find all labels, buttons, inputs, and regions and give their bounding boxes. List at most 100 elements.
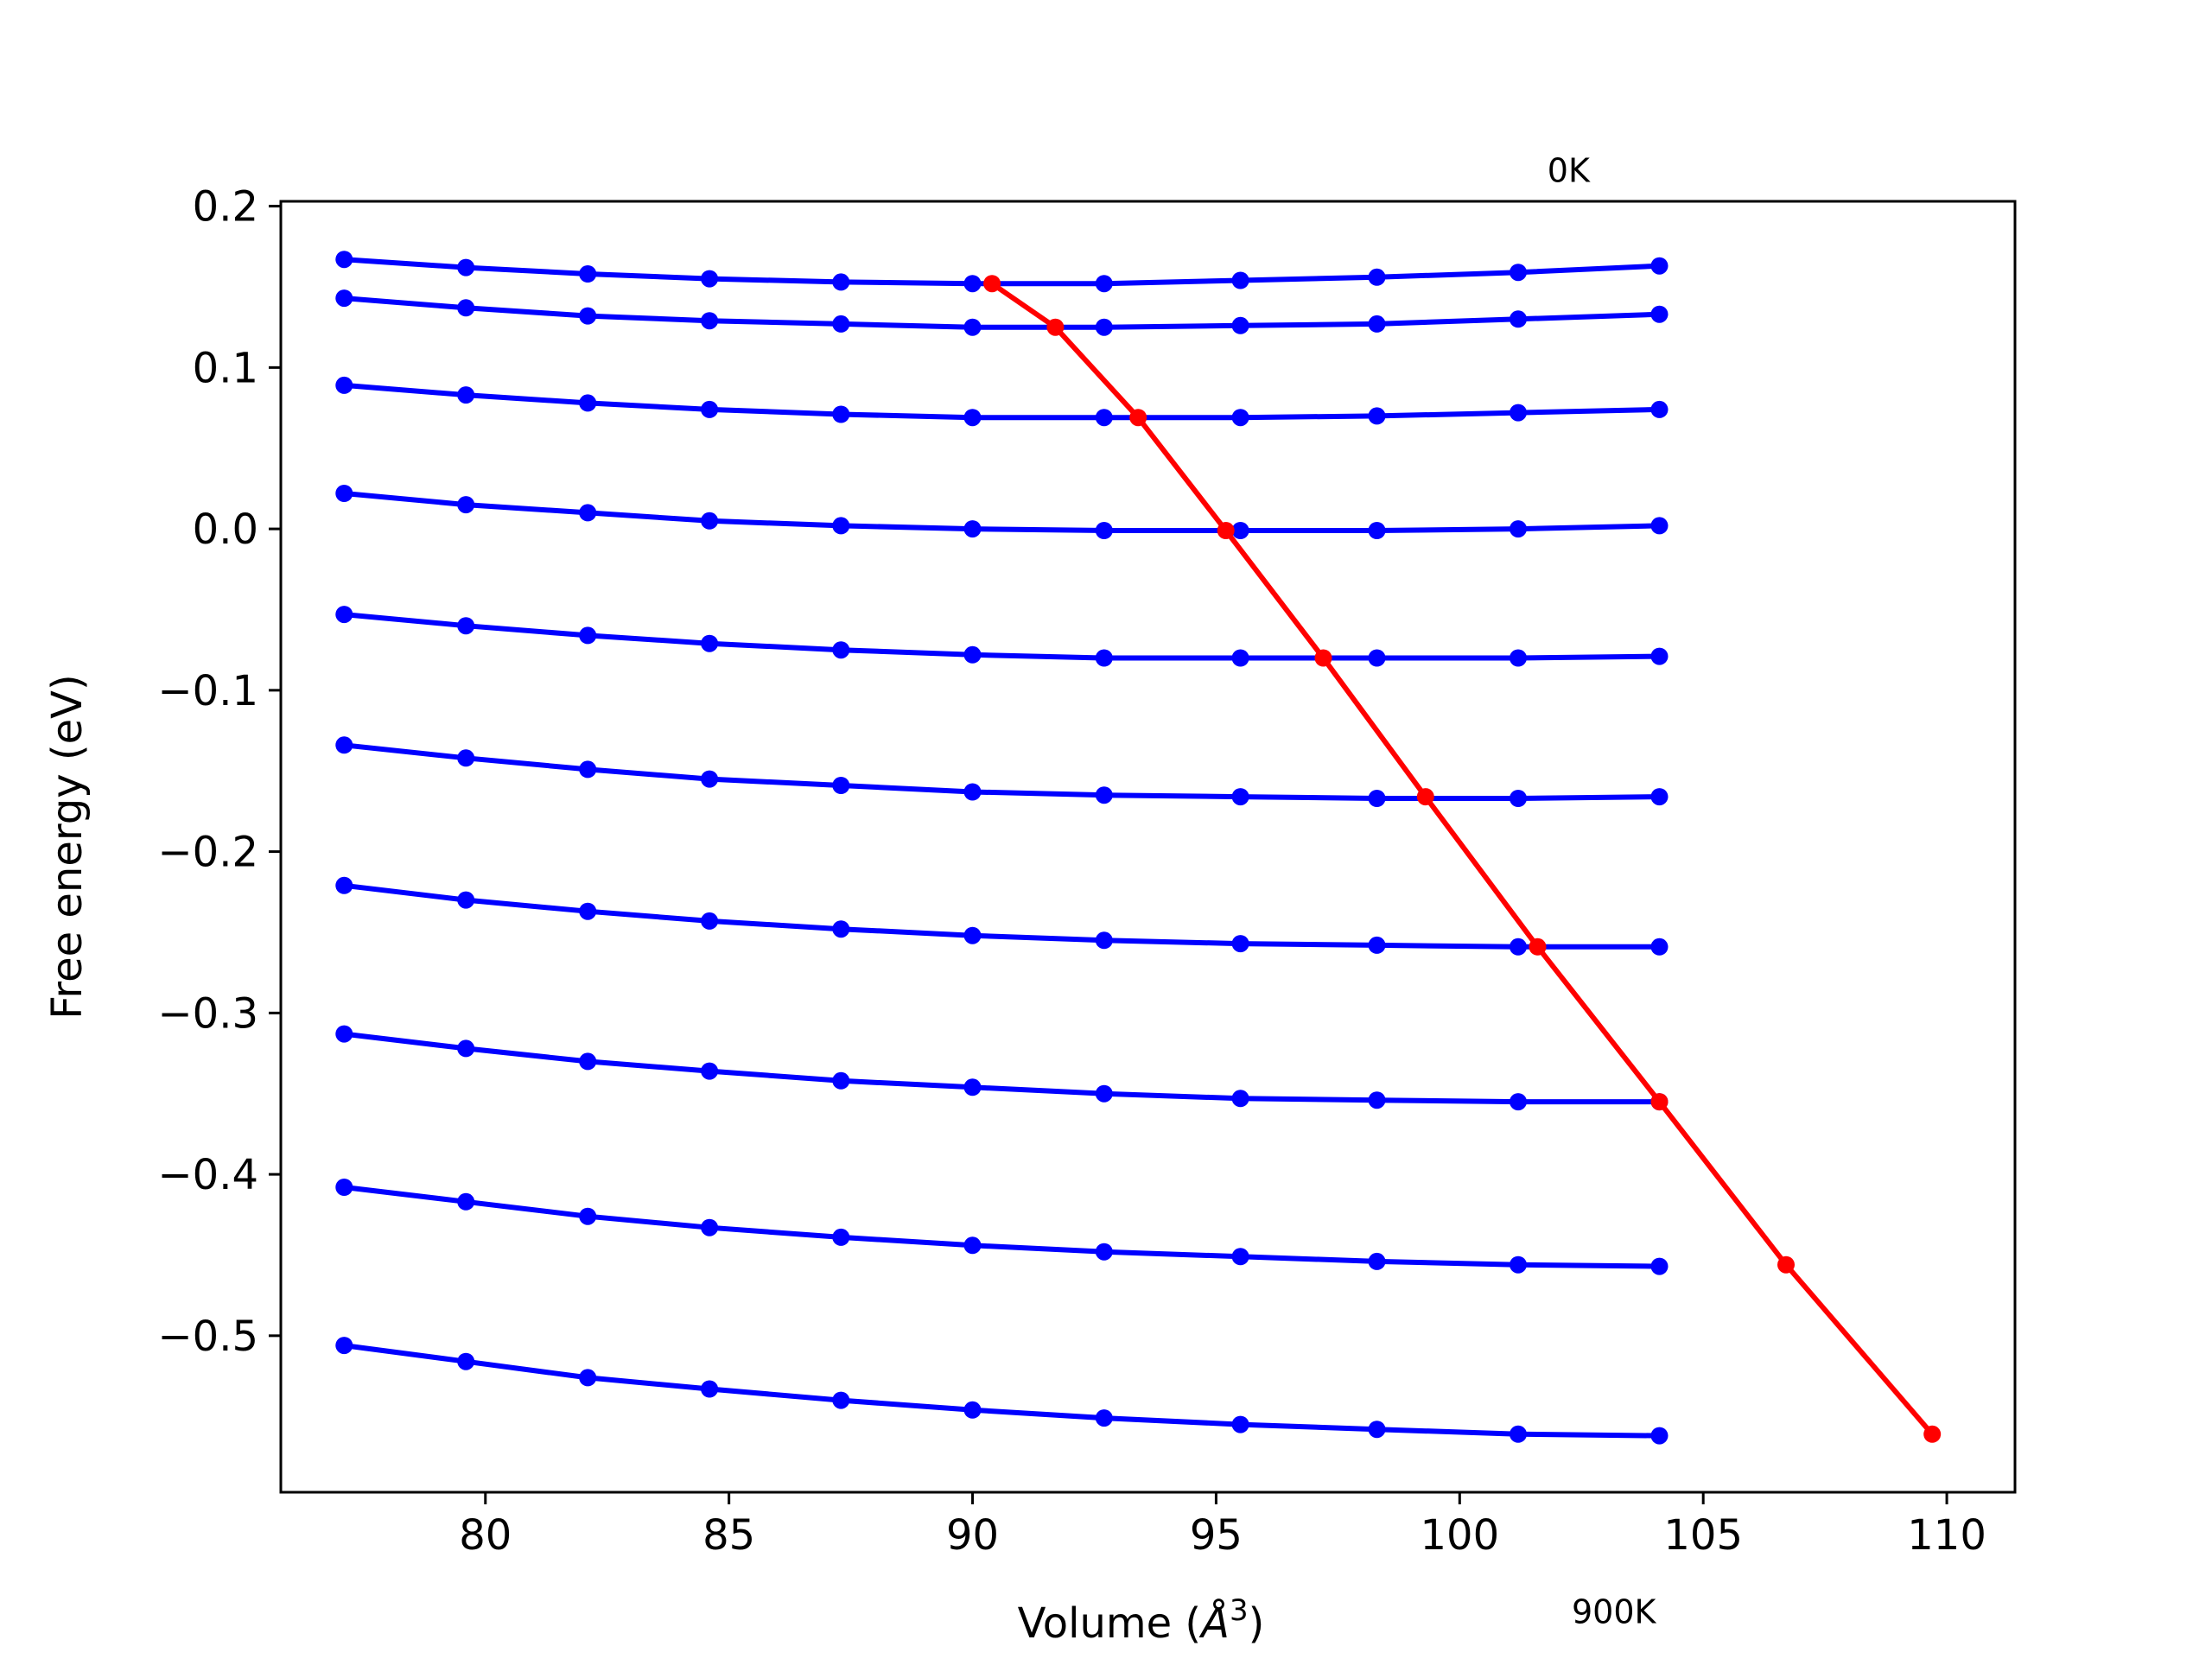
series-point <box>1510 264 1527 282</box>
series-point <box>1231 1415 1249 1433</box>
series-2 <box>335 376 1669 427</box>
series-point <box>335 1337 353 1355</box>
x-tick-label: 95 <box>1190 1511 1243 1560</box>
series-point <box>1095 318 1113 336</box>
series-point <box>1095 649 1113 667</box>
series-point <box>335 376 353 394</box>
series-point <box>579 265 597 283</box>
series-point <box>1510 1255 1527 1274</box>
series-point <box>701 1380 719 1398</box>
series-point <box>335 1025 353 1043</box>
series-point <box>1650 400 1669 418</box>
series-point <box>579 394 597 412</box>
series-point <box>1231 788 1249 806</box>
series-point <box>1650 938 1669 956</box>
x-tick-label: 85 <box>702 1511 755 1560</box>
series-point <box>963 783 982 801</box>
series-point <box>701 912 719 930</box>
series-point <box>963 926 982 944</box>
series-point <box>579 760 597 779</box>
series-point <box>1650 257 1669 275</box>
series-point <box>701 400 719 418</box>
series-point <box>1510 1093 1527 1111</box>
series-point <box>1510 404 1527 422</box>
series-point <box>1510 1425 1527 1443</box>
series-point <box>1368 1421 1386 1439</box>
series-4 <box>335 606 1669 667</box>
series-point <box>335 1179 353 1196</box>
x-tick-label: 110 <box>1907 1511 1986 1560</box>
minimum-point <box>983 275 1001 293</box>
series-point <box>1368 936 1386 954</box>
series-point <box>1650 1427 1669 1445</box>
series-9 <box>335 1337 1669 1445</box>
series-point <box>1650 788 1669 806</box>
series-point <box>1095 786 1113 804</box>
series-point <box>963 1401 982 1419</box>
series-point <box>1231 271 1249 289</box>
series-point <box>1231 522 1249 539</box>
series-point <box>1368 315 1386 333</box>
series-point <box>1510 938 1527 956</box>
series-point <box>457 1192 475 1211</box>
y-tick-label: 0.2 <box>193 183 258 232</box>
minimum-point <box>1046 318 1065 336</box>
series-point <box>832 920 850 938</box>
series-point <box>963 318 982 336</box>
series-point <box>1368 1252 1386 1270</box>
minimum-point <box>1777 1255 1795 1274</box>
axes-frame <box>279 200 2017 1494</box>
x-ticks: 80 85 90 95 100 105 110 <box>459 1492 1986 1560</box>
series-point <box>335 289 353 308</box>
series-point <box>701 312 719 330</box>
series-point <box>1650 1257 1669 1275</box>
series-point <box>457 1352 475 1370</box>
series-point <box>1368 790 1386 807</box>
series-point <box>457 299 475 317</box>
series-point <box>832 641 850 659</box>
series-point <box>701 512 719 530</box>
y-tick-label: −0.1 <box>157 667 258 715</box>
series-point <box>963 275 982 293</box>
series-point <box>457 617 475 635</box>
series-7 <box>335 1025 1669 1111</box>
series-point <box>701 1062 719 1080</box>
series-point <box>1368 1091 1386 1109</box>
series-point <box>579 902 597 920</box>
series-point <box>1095 1243 1113 1261</box>
series-point <box>832 517 850 535</box>
series-point <box>963 1078 982 1096</box>
series-8 <box>335 1179 1669 1275</box>
series-point <box>832 315 850 333</box>
series-point <box>701 1218 719 1236</box>
series-point <box>457 891 475 909</box>
series-point <box>579 307 597 325</box>
series-point <box>1095 1409 1113 1427</box>
minimum-point <box>1416 788 1434 806</box>
series-point <box>1368 407 1386 425</box>
minimum-line <box>990 281 1935 1436</box>
x-tick-label: 80 <box>459 1511 512 1560</box>
series-point <box>1650 647 1669 665</box>
series-point <box>963 1236 982 1255</box>
series-point <box>335 606 353 624</box>
series-point <box>701 634 719 652</box>
series-point <box>1650 517 1669 535</box>
x-axis-label: Volume (Å3) <box>1018 1593 1265 1648</box>
series-3 <box>335 485 1669 539</box>
series-point <box>1231 649 1249 667</box>
series-point <box>579 1369 597 1387</box>
y-tick-label: −0.4 <box>157 1151 258 1199</box>
x-tick-label: 100 <box>1420 1511 1499 1560</box>
series-point <box>1231 935 1249 953</box>
y-axis-label: Free energy (eV) <box>43 674 92 1019</box>
y-tick-label: 0.1 <box>193 344 258 392</box>
series-point <box>1095 931 1113 950</box>
series-point <box>1510 649 1527 667</box>
series-point <box>457 496 475 514</box>
series-point <box>457 749 475 767</box>
series-point <box>335 485 353 502</box>
series-point <box>963 409 982 427</box>
x-tick-label: 105 <box>1663 1511 1743 1560</box>
